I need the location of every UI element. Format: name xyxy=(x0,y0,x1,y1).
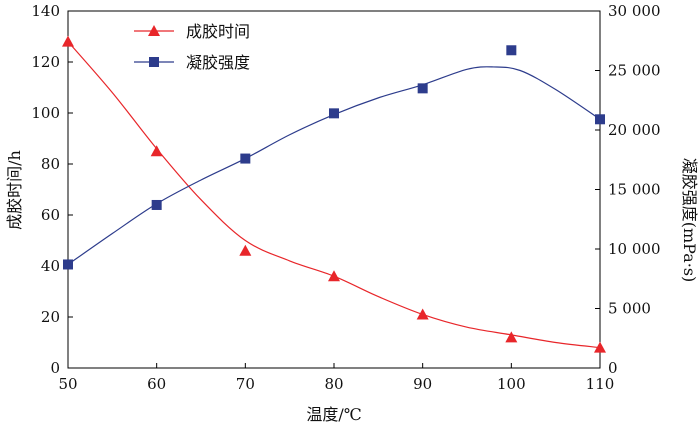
y-left-tick-label: 20 xyxy=(41,308,60,326)
legend-square-marker xyxy=(149,57,159,67)
x-tick-label: 100 xyxy=(497,375,526,393)
y-left-tick-label: 40 xyxy=(41,257,60,275)
gel-strength-point xyxy=(329,108,339,119)
gel-time-point xyxy=(328,270,340,282)
legend-triangle-marker xyxy=(148,25,160,36)
y-left-tick-label: 0 xyxy=(50,359,60,377)
plot-frame xyxy=(67,10,601,369)
gel-time-point xyxy=(416,308,429,320)
gel-strength-point xyxy=(506,45,517,56)
x-tick-label: 70 xyxy=(236,375,255,393)
gel-time-point xyxy=(239,244,252,256)
x-tick-label: 110 xyxy=(586,375,615,393)
y-left-tick-label: 140 xyxy=(31,2,60,20)
y-right-tick-label: 20 000 xyxy=(608,121,661,139)
gel-time-curve xyxy=(67,41,601,349)
y-left-tick-label: 100 xyxy=(31,104,60,122)
y-right-tick-label: 0 xyxy=(608,359,618,377)
gel-strength-point xyxy=(240,153,251,164)
fit-curves-layer xyxy=(67,41,601,349)
axes-layer xyxy=(67,10,601,369)
gel-time-point xyxy=(150,145,163,157)
y-axis-right-title: 凝胶强度(mPa·s) xyxy=(680,158,699,283)
y-right-tick-label: 5 000 xyxy=(608,300,651,318)
y-left-tick-label: 80 xyxy=(41,155,60,173)
y-left-tick-label: 120 xyxy=(31,53,60,71)
y-axis-left-title: 成胶时间/h xyxy=(5,150,24,230)
markers-layer xyxy=(62,35,606,353)
y-right-tick-label: 10 000 xyxy=(608,240,661,258)
gel-strength-point xyxy=(595,114,605,125)
x-tick-label: 60 xyxy=(147,375,166,393)
y-right-tick-label: 15 000 xyxy=(608,181,661,199)
legend: 成胶时间 凝胶强度 xyxy=(134,22,250,72)
y-right-tick-label: 25 000 xyxy=(608,62,661,80)
gel-time-point xyxy=(594,341,606,353)
gel-strength-point xyxy=(63,259,73,270)
gel-strength-point xyxy=(151,199,162,210)
legend-label-gel-time: 成胶时间 xyxy=(186,22,250,41)
x-tick-label: 90 xyxy=(413,375,432,393)
gel-time-point xyxy=(62,35,74,47)
legend-label-gel-strength: 凝胶强度 xyxy=(186,53,250,72)
y-right-tick-label: 30 000 xyxy=(608,2,661,20)
x-axis-title: 温度/℃ xyxy=(306,405,361,424)
gel-time-point xyxy=(505,331,518,343)
y-left-tick-label: 60 xyxy=(41,206,60,224)
gel-strength-curve xyxy=(67,66,601,265)
x-tick-label: 80 xyxy=(324,375,343,393)
gel-strength-point xyxy=(417,83,428,94)
x-tick-label: 50 xyxy=(58,375,77,393)
